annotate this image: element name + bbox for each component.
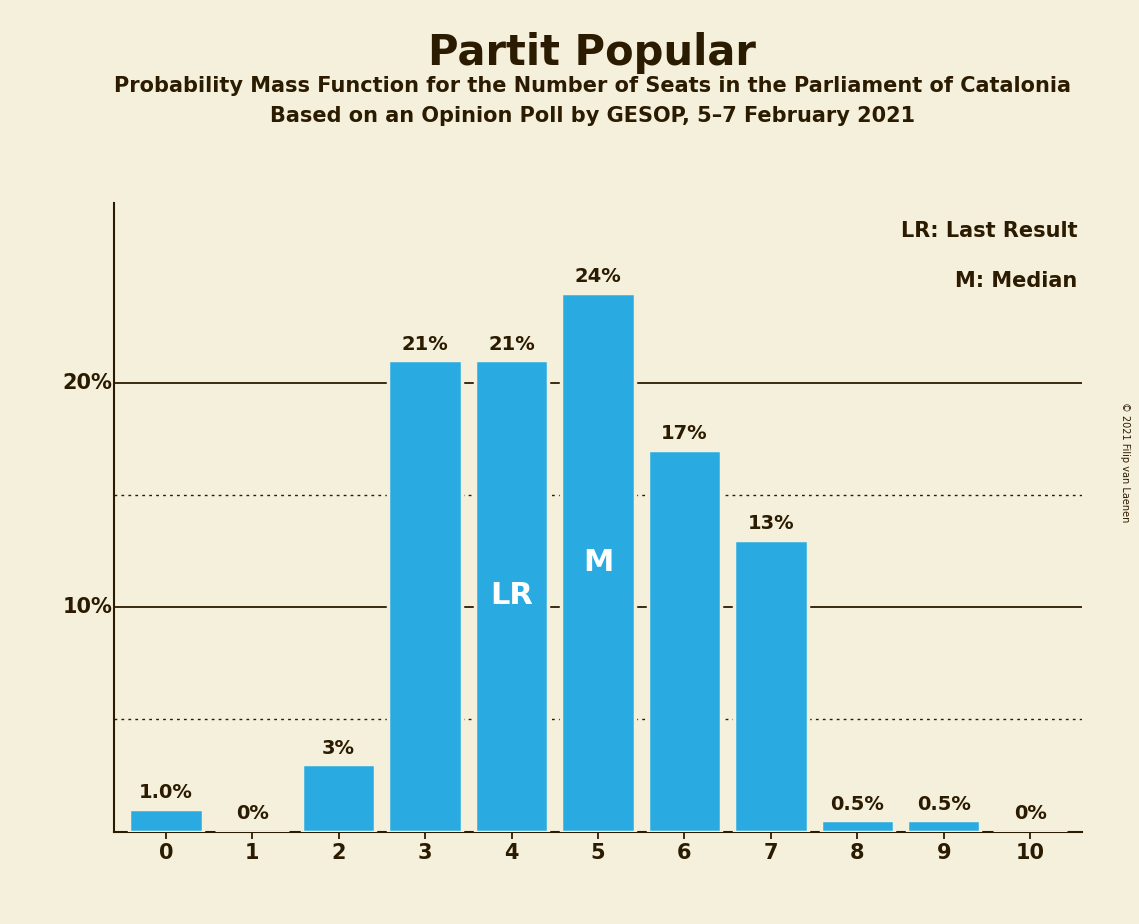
Text: Partit Popular: Partit Popular bbox=[428, 32, 756, 74]
Text: 17%: 17% bbox=[661, 424, 707, 444]
Text: 20%: 20% bbox=[63, 372, 112, 393]
Text: 21%: 21% bbox=[402, 334, 449, 354]
Text: LR: LR bbox=[490, 581, 533, 611]
Text: 21%: 21% bbox=[489, 334, 535, 354]
Text: 24%: 24% bbox=[574, 267, 622, 286]
Bar bbox=[648, 450, 721, 832]
Text: M: Median: M: Median bbox=[956, 271, 1077, 291]
Text: 0%: 0% bbox=[1014, 804, 1047, 822]
Text: M: M bbox=[583, 548, 613, 577]
Bar bbox=[302, 764, 376, 832]
Text: 0.5%: 0.5% bbox=[917, 795, 970, 814]
Bar bbox=[562, 293, 634, 832]
Bar bbox=[820, 821, 894, 832]
Text: 0.5%: 0.5% bbox=[830, 795, 884, 814]
Bar bbox=[735, 540, 808, 832]
Bar bbox=[388, 360, 461, 832]
Text: 3%: 3% bbox=[322, 738, 355, 758]
Bar bbox=[475, 360, 548, 832]
Text: Based on an Opinion Poll by GESOP, 5–7 February 2021: Based on an Opinion Poll by GESOP, 5–7 F… bbox=[270, 106, 915, 127]
Text: LR: Last Result: LR: Last Result bbox=[901, 221, 1077, 241]
Text: 13%: 13% bbox=[747, 514, 794, 533]
Text: 0%: 0% bbox=[236, 804, 269, 822]
Bar bbox=[907, 821, 981, 832]
Text: © 2021 Filip van Laenen: © 2021 Filip van Laenen bbox=[1121, 402, 1130, 522]
Bar bbox=[129, 809, 203, 832]
Text: Probability Mass Function for the Number of Seats in the Parliament of Catalonia: Probability Mass Function for the Number… bbox=[114, 76, 1071, 96]
Text: 10%: 10% bbox=[63, 597, 112, 617]
Text: 1.0%: 1.0% bbox=[139, 784, 192, 802]
